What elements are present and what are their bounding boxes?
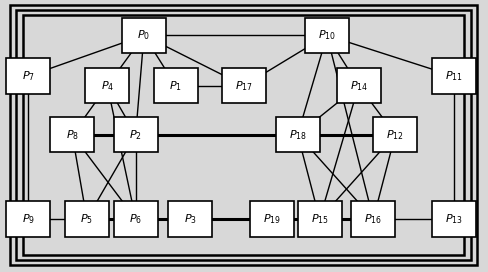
Text: $P_{1}$: $P_{1}$: [169, 79, 182, 92]
FancyBboxPatch shape: [122, 18, 166, 53]
FancyBboxPatch shape: [298, 201, 342, 237]
FancyBboxPatch shape: [6, 58, 50, 94]
FancyBboxPatch shape: [337, 68, 381, 103]
Text: $P_{4}$: $P_{4}$: [101, 79, 114, 92]
FancyBboxPatch shape: [154, 68, 198, 103]
Text: $P_{11}$: $P_{11}$: [445, 69, 463, 83]
Text: $P_{19}$: $P_{19}$: [264, 212, 281, 226]
Text: $P_{14}$: $P_{14}$: [349, 79, 368, 92]
Text: $P_{9}$: $P_{9}$: [22, 212, 35, 226]
Text: $P_{2}$: $P_{2}$: [129, 128, 142, 141]
FancyBboxPatch shape: [351, 201, 395, 237]
FancyBboxPatch shape: [276, 117, 320, 152]
Text: $P_{6}$: $P_{6}$: [129, 212, 142, 226]
FancyBboxPatch shape: [114, 117, 158, 152]
FancyBboxPatch shape: [373, 117, 417, 152]
Text: $P_{16}$: $P_{16}$: [365, 212, 382, 226]
FancyBboxPatch shape: [432, 201, 476, 237]
FancyBboxPatch shape: [432, 58, 476, 94]
Text: $P_{12}$: $P_{12}$: [386, 128, 404, 141]
Text: $P_{3}$: $P_{3}$: [184, 212, 197, 226]
Text: $P_{0}$: $P_{0}$: [138, 29, 150, 42]
FancyBboxPatch shape: [222, 68, 266, 103]
Text: $P_{7}$: $P_{7}$: [22, 69, 35, 83]
FancyBboxPatch shape: [6, 201, 50, 237]
Bar: [23, 15, 464, 255]
FancyBboxPatch shape: [65, 201, 109, 237]
FancyBboxPatch shape: [250, 201, 294, 237]
Text: $P_{15}$: $P_{15}$: [311, 212, 328, 226]
Text: $P_{13}$: $P_{13}$: [445, 212, 463, 226]
FancyBboxPatch shape: [168, 201, 212, 237]
Text: $P_{5}$: $P_{5}$: [81, 212, 93, 226]
FancyBboxPatch shape: [114, 201, 158, 237]
Text: $P_{8}$: $P_{8}$: [66, 128, 79, 141]
FancyBboxPatch shape: [85, 68, 129, 103]
Text: $P_{17}$: $P_{17}$: [235, 79, 253, 92]
FancyBboxPatch shape: [50, 117, 94, 152]
Text: $P_{18}$: $P_{18}$: [289, 128, 306, 141]
Text: $P_{10}$: $P_{10}$: [318, 29, 336, 42]
FancyBboxPatch shape: [305, 18, 349, 53]
